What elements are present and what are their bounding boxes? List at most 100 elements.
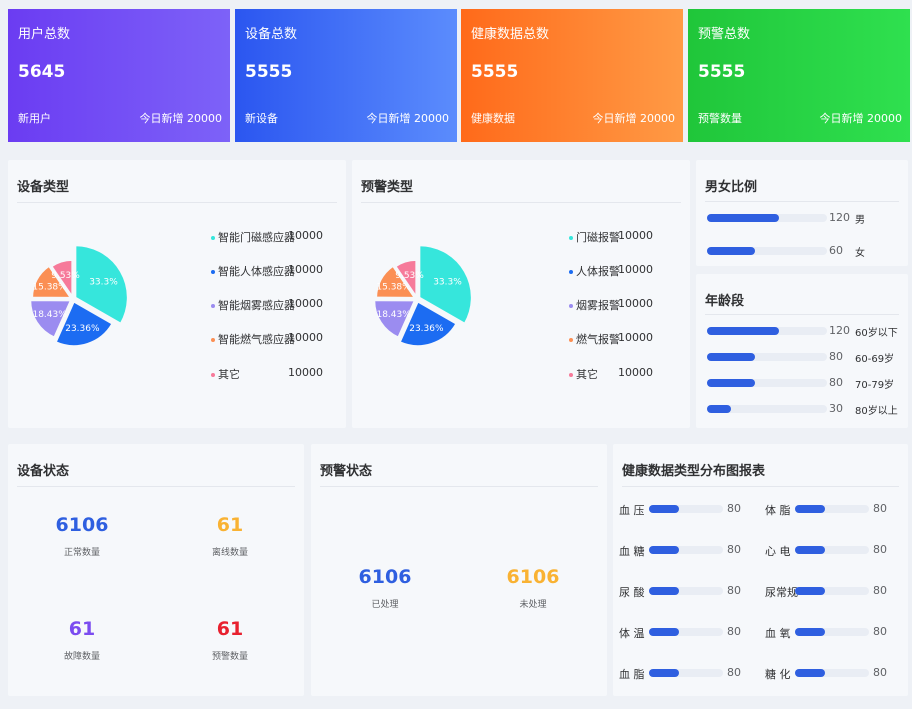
pie-slice-label: 15.38% (376, 283, 411, 293)
bar-label: 糖 化 (765, 668, 791, 681)
health-row: 尿常规 80 (765, 584, 905, 599)
stat-today-label: 今日新增 (139, 112, 184, 125)
bar-track (795, 669, 869, 677)
age-panel: 年龄段 120 60岁以下 80 60-69岁 80 70-79岁 30 80岁… (696, 274, 908, 428)
bar-value: 120 (829, 211, 850, 224)
bar-fill (649, 546, 679, 554)
health-panel: 健康数据类型分布图报表 血 压 80 体 脂 80 血 糖 80 心 电 80 尿 酸 80 尿常规… (613, 444, 908, 696)
legend-item[interactable]: 智能人体感应器 10000 (211, 263, 323, 279)
bar-label: 心 电 (765, 545, 791, 558)
pie-slice-label: 23.36% (65, 324, 100, 334)
bar-label: 体 温 (619, 627, 645, 640)
age-row: 80 70-79岁 (707, 376, 905, 391)
bar-label: 血 压 (619, 504, 645, 517)
stat-sub: 健康数据 (471, 112, 515, 125)
legend-dot (569, 270, 573, 274)
bar-fill (795, 505, 825, 513)
status-value: 61 (68, 618, 96, 640)
legend-item[interactable]: 智能烟雾感应器 10000 (211, 297, 323, 313)
stat-card-health[interactable]: 健康数据总数 5555 健康数据 今日新增 20000 (461, 9, 683, 142)
status-label: 故障数量 (63, 652, 100, 662)
legend-item[interactable]: 烟雾报警 10000 (569, 297, 653, 313)
bar-fill (707, 379, 755, 387)
stat-today-value: 20000 (187, 112, 222, 125)
status-value: 6106 (506, 566, 560, 588)
status-label: 已处理 (371, 600, 399, 610)
bar-label: 尿常规 (765, 586, 798, 599)
legend-dot (211, 236, 215, 240)
legend-label: 其它 (576, 368, 598, 381)
bar-fill (649, 587, 679, 595)
status-alert[interactable]: 61 预警数量 (200, 618, 260, 662)
stat-value: 5555 (698, 62, 746, 82)
pie-slice[interactable] (418, 244, 472, 325)
stat-value: 5645 (18, 62, 66, 82)
bar-value: 80 (727, 543, 741, 556)
bar-label: 男 (855, 215, 865, 226)
status-label: 正常数量 (63, 548, 100, 558)
legend-label: 智能燃气感应器 (218, 333, 295, 346)
bar-value: 30 (829, 402, 843, 415)
divider (705, 314, 899, 315)
legend-label: 燃气报警 (576, 333, 620, 346)
bar-track (707, 379, 827, 387)
health-row: 糖 化 80 (765, 666, 905, 681)
bar-value: 80 (873, 666, 887, 679)
health-row: 血 糖 80 (619, 543, 759, 558)
legend-item[interactable]: 智能燃气感应器 10000 (211, 331, 323, 347)
legend-item[interactable]: 其它 10000 (211, 366, 323, 382)
legend-label: 烟雾报警 (576, 299, 620, 312)
pie-slice[interactable] (394, 259, 417, 299)
status-label: 预警数量 (211, 652, 248, 662)
legend-dot (569, 304, 573, 308)
pie-slice-label: 9.53% (395, 271, 424, 281)
bar-track (649, 546, 723, 554)
legend-dot (211, 373, 215, 377)
bar-fill (707, 405, 731, 413)
bar-value: 80 (727, 502, 741, 515)
legend-value: 10000 (618, 331, 653, 344)
status-offline[interactable]: 61 离线数量 (200, 514, 260, 558)
status-normal[interactable]: 6106 正常数量 (52, 514, 112, 558)
legend-item[interactable]: 智能门磁感应器 10000 (211, 229, 323, 245)
status-unhandled[interactable]: 6106 未处理 (503, 566, 563, 610)
pie-slice[interactable] (29, 299, 72, 339)
panel-title: 设备类型 (17, 180, 70, 195)
stat-card-alerts[interactable]: 预警总数 5555 预警数量 今日新增 20000 (688, 9, 910, 142)
bar-value: 60 (829, 244, 843, 257)
pie-slice[interactable] (50, 259, 73, 299)
stat-today-value: 20000 (414, 112, 449, 125)
status-handled[interactable]: 6106 已处理 (355, 566, 415, 610)
pie-slice[interactable] (55, 300, 114, 347)
legend-value: 10000 (618, 366, 653, 379)
pie-slice[interactable] (399, 300, 458, 347)
bar-value: 80 (727, 625, 741, 638)
stat-sub: 新设备 (245, 112, 278, 125)
legend-item[interactable]: 其它 10000 (569, 366, 653, 382)
bar-fill (707, 327, 779, 335)
legend-label: 智能门磁感应器 (218, 231, 295, 244)
legend-label: 智能人体感应器 (218, 265, 295, 278)
legend-item[interactable]: 燃气报警 10000 (569, 331, 653, 347)
pie-slice[interactable] (373, 299, 416, 339)
device-status-panel: 设备状态 6106 正常数量 61 离线数量 61 故障数量 61 预警数量 (8, 444, 304, 696)
pie-slice[interactable] (74, 244, 128, 325)
stat-card-devices[interactable]: 设备总数 5555 新设备 今日新增 20000 (235, 9, 457, 142)
pie-slice[interactable] (31, 265, 72, 299)
bar-fill (707, 247, 755, 255)
bar-value: 120 (829, 324, 850, 337)
divider (361, 202, 681, 203)
panel-title: 预警状态 (320, 464, 373, 479)
bar-label: 血 脂 (619, 668, 645, 681)
stat-card-users[interactable]: 用户总数 5645 新用户 今日新增 20000 (8, 9, 230, 142)
pie-slice-label: 9.53% (51, 271, 80, 281)
pie-slice-label: 23.36% (409, 324, 444, 334)
status-fault[interactable]: 61 故障数量 (52, 618, 112, 662)
pie-slice[interactable] (375, 265, 416, 299)
stat-today-label: 今日新增 (592, 112, 637, 125)
legend-value: 10000 (288, 229, 323, 242)
stat-value: 5555 (245, 62, 293, 82)
legend-item[interactable]: 人体报警 10000 (569, 263, 653, 279)
legend-item[interactable]: 门磁报警 10000 (569, 229, 653, 245)
bar-label: 尿 酸 (619, 586, 645, 599)
